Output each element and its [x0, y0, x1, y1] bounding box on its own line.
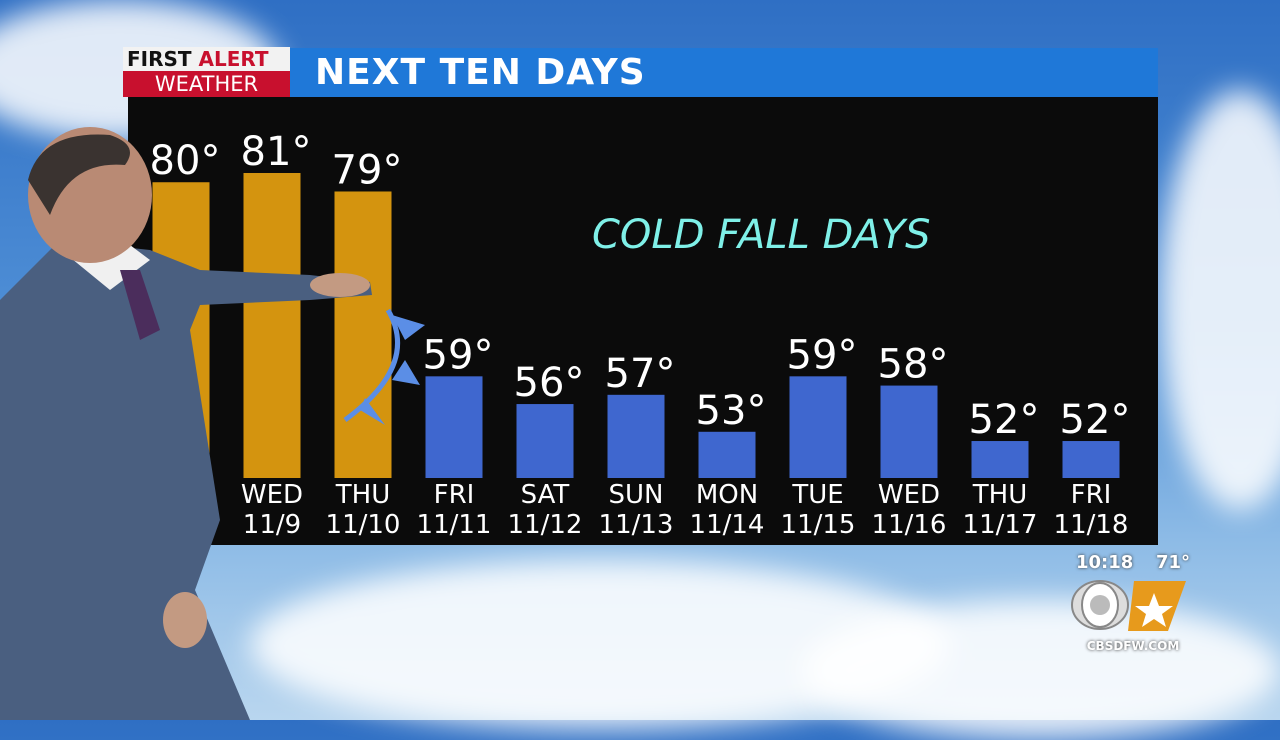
date-label: 11/10 — [326, 510, 401, 540]
date-label: 11/14 — [690, 510, 765, 540]
clock: 10:18 — [1076, 552, 1134, 573]
day-label: SAT — [521, 480, 570, 510]
date-label: 11/13 — [599, 510, 674, 540]
value-label: 80° — [150, 138, 221, 184]
page-title: NEXT TEN DAYS — [315, 52, 646, 93]
bar-6 — [698, 431, 756, 478]
value-label: 59° — [787, 332, 858, 378]
logo-text-first: FIRST — [127, 47, 192, 71]
day-label: THU — [972, 480, 1027, 510]
station-bug: 10:18 71° CBSDFW.COM — [1068, 552, 1198, 653]
value-label: 58° — [878, 342, 949, 388]
annotation-text: COLD FALL DAYS — [592, 212, 931, 258]
date-label: 11/11 — [417, 510, 492, 540]
logo-text-alert: ALERT — [198, 47, 269, 71]
bar-8 — [880, 385, 938, 478]
logo-text-weather: WEATHER — [123, 71, 290, 97]
date-label: 11/18 — [1054, 510, 1129, 540]
date-label: 11/16 — [872, 510, 947, 540]
cold-front-icon — [343, 308, 425, 425]
value-label: 59° — [423, 332, 494, 378]
day-label: FRI — [1071, 480, 1112, 510]
date-label: 11/9 — [243, 510, 301, 540]
title-bar: NEXT TEN DAYS — [290, 48, 1158, 97]
day-label: TUE — [791, 480, 843, 510]
bar-9 — [971, 441, 1029, 478]
day-label: FRI — [434, 480, 475, 510]
date-label: 11/15 — [781, 510, 856, 540]
first-alert-weather-logo: FIRST ALERT WEATHER — [123, 47, 290, 97]
bar-3 — [425, 376, 483, 478]
bar-7 — [789, 376, 847, 478]
value-label: 53° — [696, 388, 767, 434]
bar-4 — [516, 404, 574, 478]
bar-10 — [1062, 441, 1120, 478]
day-label: WED — [878, 480, 940, 510]
value-label: 79° — [332, 147, 403, 193]
date-label: 11/12 — [508, 510, 583, 540]
value-label: 57° — [605, 351, 676, 397]
current-temp: 71° — [1155, 552, 1190, 573]
value-label: 52° — [969, 397, 1040, 443]
day-label: SUN — [609, 480, 664, 510]
station-url: CBSDFW.COM — [1086, 639, 1180, 653]
bar-5 — [607, 394, 665, 478]
day-label: THU — [335, 480, 390, 510]
value-label: 52° — [1060, 397, 1131, 443]
presenter-figure — [0, 127, 372, 720]
cbs11-logo — [1071, 580, 1186, 631]
value-label: 81° — [241, 129, 312, 175]
day-label: WED — [241, 480, 303, 510]
bar-1 — [243, 173, 301, 478]
value-label: 56° — [514, 360, 585, 406]
bar-2 — [334, 191, 392, 478]
day-label: MON — [696, 480, 758, 510]
date-label: 11/17 — [963, 510, 1038, 540]
